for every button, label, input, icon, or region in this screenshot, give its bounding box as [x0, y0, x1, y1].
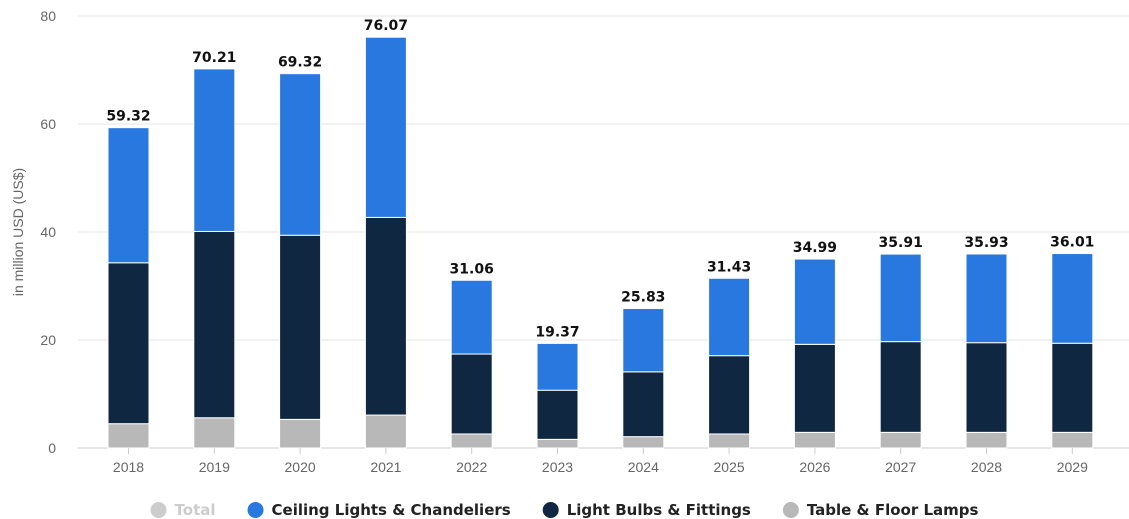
- x-tick-label: 2028: [971, 459, 1002, 475]
- x-tick-label: 2020: [285, 459, 316, 475]
- bar-segment[interactable]: [279, 418, 322, 449]
- bar-segment[interactable]: [879, 431, 922, 449]
- y-tick-label: 80: [40, 8, 56, 24]
- bar-segment[interactable]: [279, 234, 322, 420]
- legend-marker: [542, 502, 559, 518]
- legend-label: Total: [175, 501, 216, 519]
- total-data-label: 35.91: [879, 235, 923, 251]
- bar-segment[interactable]: [193, 230, 236, 419]
- total-data-label: 76.07: [364, 18, 408, 34]
- bar-segment[interactable]: [364, 36, 407, 218]
- legend-label: Ceiling Lights & Chandeliers: [272, 501, 511, 519]
- bar-segment[interactable]: [708, 355, 751, 435]
- bar-segment[interactable]: [193, 417, 236, 449]
- y-axis-title: in million USD (US$): [10, 168, 26, 296]
- x-tick-label: 2023: [542, 459, 573, 475]
- grid-lines: [78, 15, 1129, 449]
- bar-segment[interactable]: [622, 371, 665, 438]
- bar-segment[interactable]: [1051, 342, 1094, 433]
- bar-segment[interactable]: [965, 342, 1008, 433]
- x-tick-label: 2025: [714, 459, 745, 475]
- legend: Total Ceiling Lights & Chandeliers Light B…: [150, 501, 979, 519]
- legend-item[interactable]: Total: [150, 501, 216, 519]
- x-tick-label: 2018: [113, 459, 144, 475]
- x-tick-label: 2026: [799, 459, 830, 475]
- y-axis-ticks: 0 20 40 60 80: [40, 8, 56, 456]
- bar-segment[interactable]: [622, 436, 665, 449]
- bar-segment[interactable]: [1051, 431, 1094, 449]
- y-tick-label: 60: [40, 116, 56, 132]
- total-data-label: 34.99: [793, 240, 837, 256]
- total-data-label: 59.32: [106, 109, 150, 125]
- y-tick-label: 0: [48, 440, 56, 456]
- bar-segment[interactable]: [536, 389, 579, 440]
- bar-segment[interactable]: [793, 431, 836, 449]
- bar-segment[interactable]: [279, 73, 322, 236]
- legend-label: Table & Floor Lamps: [807, 501, 979, 519]
- total-data-label: 25.83: [621, 290, 665, 306]
- bar-segment[interactable]: [450, 433, 493, 449]
- total-data-label: 19.37: [535, 324, 579, 340]
- legend-item[interactable]: Ceiling Lights & Chandeliers: [247, 501, 511, 519]
- total-data-label: 36.01: [1050, 235, 1094, 251]
- x-axis-ticks: 2018 2019 2020 2021 2022 2023 2024 2025 2026 2027…: [113, 448, 1088, 475]
- total-data-label: 35.93: [964, 235, 1008, 251]
- bar-segment[interactable]: [536, 438, 579, 449]
- x-tick-label: 2024: [628, 459, 659, 475]
- x-tick-label: 2029: [1057, 459, 1088, 475]
- bar-segment[interactable]: [364, 414, 407, 449]
- total-data-label: 70.21: [192, 50, 236, 66]
- bar-segment[interactable]: [708, 433, 751, 449]
- legend-marker: [247, 502, 264, 518]
- legend-item[interactable]: Light Bulbs & Fittings: [542, 501, 751, 519]
- bar-segment[interactable]: [622, 308, 665, 373]
- x-tick-label: 2027: [885, 459, 916, 475]
- bar-segment[interactable]: [1051, 253, 1094, 344]
- x-tick-label: 2019: [199, 459, 230, 475]
- legend-marker: [150, 502, 167, 518]
- bar-segment[interactable]: [536, 342, 579, 391]
- bars: [107, 36, 1094, 449]
- bar-segment[interactable]: [364, 216, 407, 416]
- total-data-label: 69.32: [278, 55, 322, 71]
- bar-segment[interactable]: [879, 253, 922, 343]
- y-tick-label: 40: [40, 224, 56, 240]
- legend-marker: [782, 502, 799, 518]
- bar-segment[interactable]: [708, 277, 751, 357]
- legend-item[interactable]: Table & Floor Lamps: [782, 501, 979, 519]
- x-tick-label: 2022: [456, 459, 487, 475]
- legend-label: Light Bulbs & Fittings: [567, 501, 751, 519]
- bar-segment[interactable]: [965, 253, 1008, 344]
- bar-segment[interactable]: [450, 279, 493, 355]
- bar-segment[interactable]: [450, 353, 493, 435]
- x-tick-label: 2021: [370, 459, 401, 475]
- bar-segment[interactable]: [965, 431, 1008, 449]
- bar-segment[interactable]: [107, 423, 150, 449]
- total-data-label: 31.43: [707, 259, 751, 275]
- bar-segment[interactable]: [193, 68, 236, 232]
- total-labels: 59.32 70.21 69.32 76.07 31.06 19.37 25.83 31.43…: [106, 18, 1094, 340]
- bar-segment[interactable]: [793, 258, 836, 345]
- bar-segment[interactable]: [107, 127, 150, 264]
- bar-segment[interactable]: [793, 343, 836, 433]
- y-tick-label: 20: [40, 332, 56, 348]
- bar-segment[interactable]: [879, 341, 922, 433]
- bar-segment[interactable]: [107, 262, 150, 425]
- total-data-label: 31.06: [450, 261, 494, 277]
